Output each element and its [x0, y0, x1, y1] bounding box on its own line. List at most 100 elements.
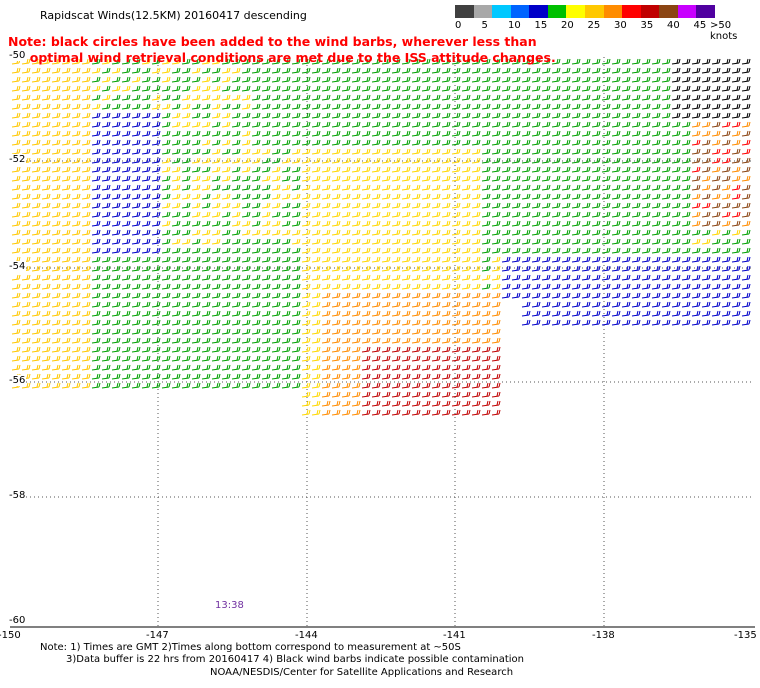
wind-barb [311, 382, 321, 389]
wind-barb [651, 103, 661, 110]
wind-barb [501, 76, 511, 83]
wind-barb [71, 265, 81, 272]
wind-barb [491, 364, 501, 371]
wind-barb [351, 328, 361, 335]
wind-barb [161, 310, 171, 317]
wind-barb [21, 337, 31, 344]
wind-barb [481, 283, 491, 290]
wind-barb [421, 328, 431, 335]
wind-barb [361, 121, 371, 128]
wind-barb [351, 256, 361, 263]
wind-barb [551, 67, 561, 74]
wind-barb [311, 67, 321, 74]
wind-barb [401, 310, 411, 317]
wind-barb [721, 94, 731, 101]
wind-barb [281, 373, 291, 380]
wind-barb [551, 202, 561, 209]
wind-barb [131, 67, 141, 74]
wind-barb [451, 382, 461, 389]
wind-barb [381, 184, 391, 191]
wind-barb [11, 121, 21, 128]
wind-barb [391, 247, 401, 254]
wind-barb [191, 130, 201, 137]
wind-barb [461, 301, 471, 308]
wind-barb [461, 175, 471, 182]
wind-barb [271, 265, 281, 272]
wind-barb [641, 166, 651, 173]
wind-barb [251, 265, 261, 272]
wind-barb [551, 166, 561, 173]
wind-barb [141, 283, 151, 290]
wind-barb [311, 247, 321, 254]
wind-barb [571, 301, 581, 308]
wind-barb [331, 373, 341, 380]
wind-barb [691, 193, 701, 200]
wind-barb [421, 265, 431, 272]
wind-barb [661, 175, 671, 182]
wind-barb [421, 409, 431, 416]
wind-barb [211, 328, 221, 335]
wind-barb [571, 166, 581, 173]
wind-barb [51, 301, 61, 308]
wind-barb [91, 67, 101, 74]
wind-barb [481, 166, 491, 173]
wind-barb [511, 157, 521, 164]
wind-barb [381, 310, 391, 317]
wind-barb [171, 274, 181, 281]
wind-barb [171, 121, 181, 128]
wind-barb [741, 310, 751, 317]
wind-barb [501, 130, 511, 137]
wind-barb [641, 85, 651, 92]
colorbar-segment [622, 5, 641, 18]
wind-barb [101, 328, 111, 335]
wind-barb [41, 157, 51, 164]
wind-barb [241, 301, 251, 308]
wind-barb [41, 112, 51, 119]
wind-barb [661, 76, 671, 83]
wind-barb [181, 157, 191, 164]
wind-barb [381, 193, 391, 200]
wind-barb [191, 67, 201, 74]
wind-barb [91, 94, 101, 101]
wind-barb [621, 319, 631, 326]
wind-barb [361, 301, 371, 308]
wind-barb [261, 301, 271, 308]
wind-barb [471, 364, 481, 371]
wind-barb [321, 67, 331, 74]
wind-barb [111, 382, 121, 389]
wind-barb [651, 112, 661, 119]
wind-barb [71, 373, 81, 380]
wind-barb [731, 85, 741, 92]
wind-barb [311, 76, 321, 83]
wind-barb [121, 364, 131, 371]
wind-barb [171, 283, 181, 290]
wind-barb [341, 76, 351, 83]
wind-barb [741, 193, 751, 200]
wind-barb [251, 355, 261, 362]
wind-barb [511, 274, 521, 281]
wind-barb [581, 274, 591, 281]
wind-barb [441, 139, 451, 146]
wind-barb [161, 382, 171, 389]
wind-barb [271, 337, 281, 344]
wind-barb [41, 274, 51, 281]
wind-barb [271, 121, 281, 128]
wind-barb [91, 337, 101, 344]
wind-barb [741, 157, 751, 164]
wind-barb [161, 301, 171, 308]
wind-barb [481, 229, 491, 236]
wind-barb [101, 139, 111, 146]
wind-barb [461, 283, 471, 290]
wind-barb [491, 355, 501, 362]
wind-barb [711, 238, 721, 245]
wind-barb [351, 184, 361, 191]
wind-barb [171, 373, 181, 380]
wind-barb [541, 157, 551, 164]
wind-barb [451, 319, 461, 326]
wind-barb [471, 247, 481, 254]
wind-barb [251, 310, 261, 317]
wind-barb [81, 85, 91, 92]
wind-barb [451, 409, 461, 416]
wind-barb [21, 139, 31, 146]
wind-barb [741, 229, 751, 236]
